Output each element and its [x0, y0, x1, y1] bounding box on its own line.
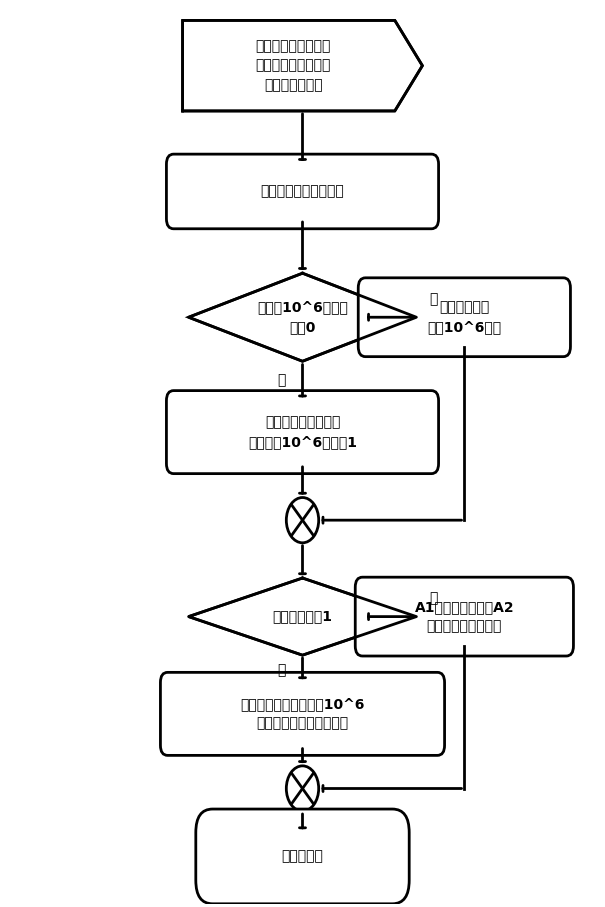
Text: 循环写入各页，每页共10^6
行，其中首行为信号名称: 循环写入各页，每页共10^6 行，其中首行为信号名称: [240, 697, 365, 731]
FancyBboxPatch shape: [160, 672, 445, 756]
Text: 否: 否: [277, 374, 286, 387]
Text: 长度和10^6余数是
否为0: 长度和10^6余数是 否为0: [257, 300, 348, 334]
FancyBboxPatch shape: [355, 577, 574, 656]
Circle shape: [286, 766, 319, 811]
Circle shape: [286, 498, 319, 542]
Text: 总页数等于长
度和10^6的商: 总页数等于长 度和10^6的商: [427, 300, 502, 334]
FancyBboxPatch shape: [166, 154, 439, 229]
Text: 是: 是: [430, 591, 438, 606]
Text: 计算整个采集数据长度: 计算整个采集数据长度: [261, 184, 344, 199]
FancyBboxPatch shape: [358, 278, 571, 356]
Text: 总页数是否为1: 总页数是否为1: [272, 610, 333, 624]
FancyBboxPatch shape: [166, 391, 439, 473]
Polygon shape: [189, 273, 416, 361]
Text: 否: 否: [277, 664, 286, 678]
FancyBboxPatch shape: [196, 809, 409, 903]
Text: A1行写入信号名，A2
行之后写入采集数据: A1行写入信号名，A2 行之后写入采集数据: [414, 600, 514, 633]
Text: 将当前目录保存，下
次保存自动找到该目
录，打开进度条: 将当前目录保存，下 次保存自动找到该目 录，打开进度条: [256, 39, 331, 93]
Text: 是: 是: [430, 292, 438, 307]
Text: 总页数等于长度和余
数差值与10^6的商加1: 总页数等于长度和余 数差值与10^6的商加1: [248, 415, 357, 449]
Polygon shape: [189, 578, 416, 655]
Polygon shape: [183, 20, 422, 111]
Text: 关闭进度条: 关闭进度条: [281, 850, 324, 863]
